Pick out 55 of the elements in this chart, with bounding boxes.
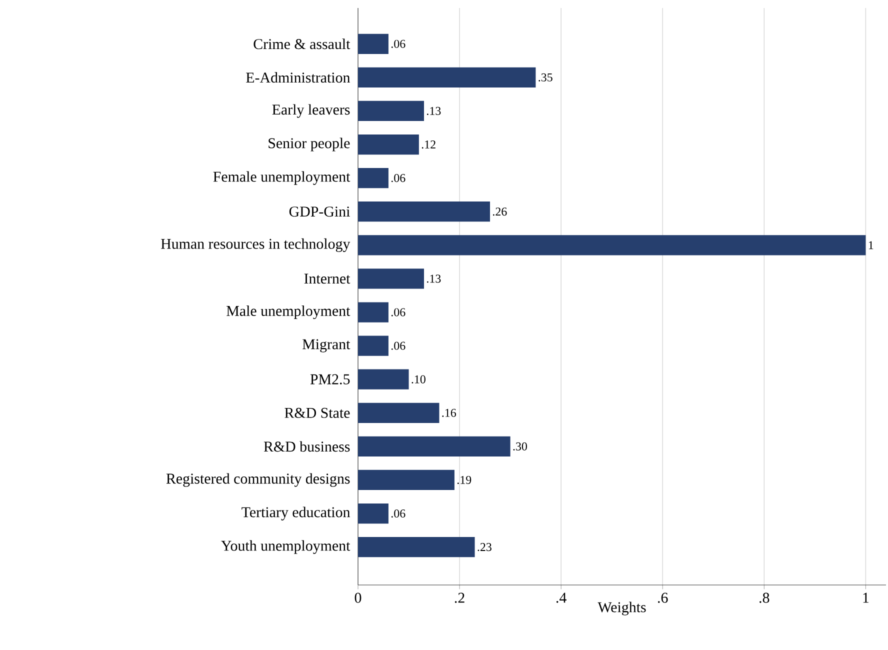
data-label: .06 bbox=[391, 342, 406, 350]
data-label: .06 bbox=[391, 308, 406, 316]
y-tick-label: Tertiary education bbox=[242, 506, 350, 520]
y-tick-label: E-Administration bbox=[246, 72, 350, 83]
y-tick-label: R&D State bbox=[284, 408, 350, 418]
bar bbox=[358, 202, 490, 222]
bar bbox=[358, 235, 866, 256]
data-label: .19 bbox=[457, 476, 472, 484]
y-tick-label: Internet bbox=[304, 274, 350, 284]
bar bbox=[358, 470, 454, 490]
bar bbox=[358, 34, 388, 54]
y-tick-label: Senior people bbox=[268, 138, 350, 152]
data-label: .16 bbox=[442, 408, 456, 417]
y-tick-label: GDP-Gini bbox=[289, 206, 350, 217]
y-tick-label: Registered community designs bbox=[166, 473, 350, 487]
y-tick-label: Crime & assault bbox=[254, 38, 350, 50]
data-label: .35 bbox=[538, 73, 552, 82]
data-label: .13 bbox=[426, 274, 441, 283]
data-label: .06 bbox=[391, 40, 406, 48]
y-tick-label: Human resources in technology bbox=[161, 238, 350, 252]
y-tick-label: PM2.5 bbox=[310, 374, 350, 384]
x-tick-label: 0 bbox=[354, 592, 362, 603]
y-tick-label: Youth unemployment bbox=[221, 540, 350, 554]
bar bbox=[358, 67, 536, 88]
data-label: .10 bbox=[412, 375, 426, 384]
bar bbox=[358, 168, 388, 188]
bar bbox=[358, 336, 388, 356]
data-label: .13 bbox=[426, 106, 441, 116]
data-label: .06 bbox=[391, 174, 406, 182]
y-tick-label: Early leavers bbox=[272, 104, 350, 118]
data-label: 1 bbox=[868, 241, 874, 250]
x-axis-title: Weights bbox=[598, 602, 646, 616]
data-label: .06 bbox=[391, 509, 406, 518]
x-tick-label: .6 bbox=[658, 592, 668, 603]
bar bbox=[358, 402, 440, 423]
data-label: .12 bbox=[422, 140, 436, 149]
data-label: .26 bbox=[492, 208, 507, 216]
y-tick-label: Migrant bbox=[302, 339, 350, 352]
bar bbox=[358, 268, 424, 289]
x-tick-label: .8 bbox=[760, 592, 770, 603]
y-tick-label: R&D business bbox=[264, 441, 350, 452]
bar bbox=[358, 436, 510, 457]
bar bbox=[358, 100, 424, 122]
data-label: .23 bbox=[478, 543, 492, 552]
bar bbox=[358, 369, 409, 390]
bar bbox=[358, 503, 388, 524]
y-tick-label: Male unemployment bbox=[226, 305, 350, 320]
data-label: .30 bbox=[513, 442, 527, 451]
bar bbox=[358, 537, 475, 558]
bar bbox=[358, 302, 388, 322]
x-tick-label: .2 bbox=[454, 592, 464, 603]
y-tick-label: Female unemployment bbox=[213, 171, 350, 185]
x-tick-label: 1 bbox=[863, 592, 869, 603]
x-tick-label: .4 bbox=[556, 592, 566, 603]
bar bbox=[358, 134, 419, 155]
